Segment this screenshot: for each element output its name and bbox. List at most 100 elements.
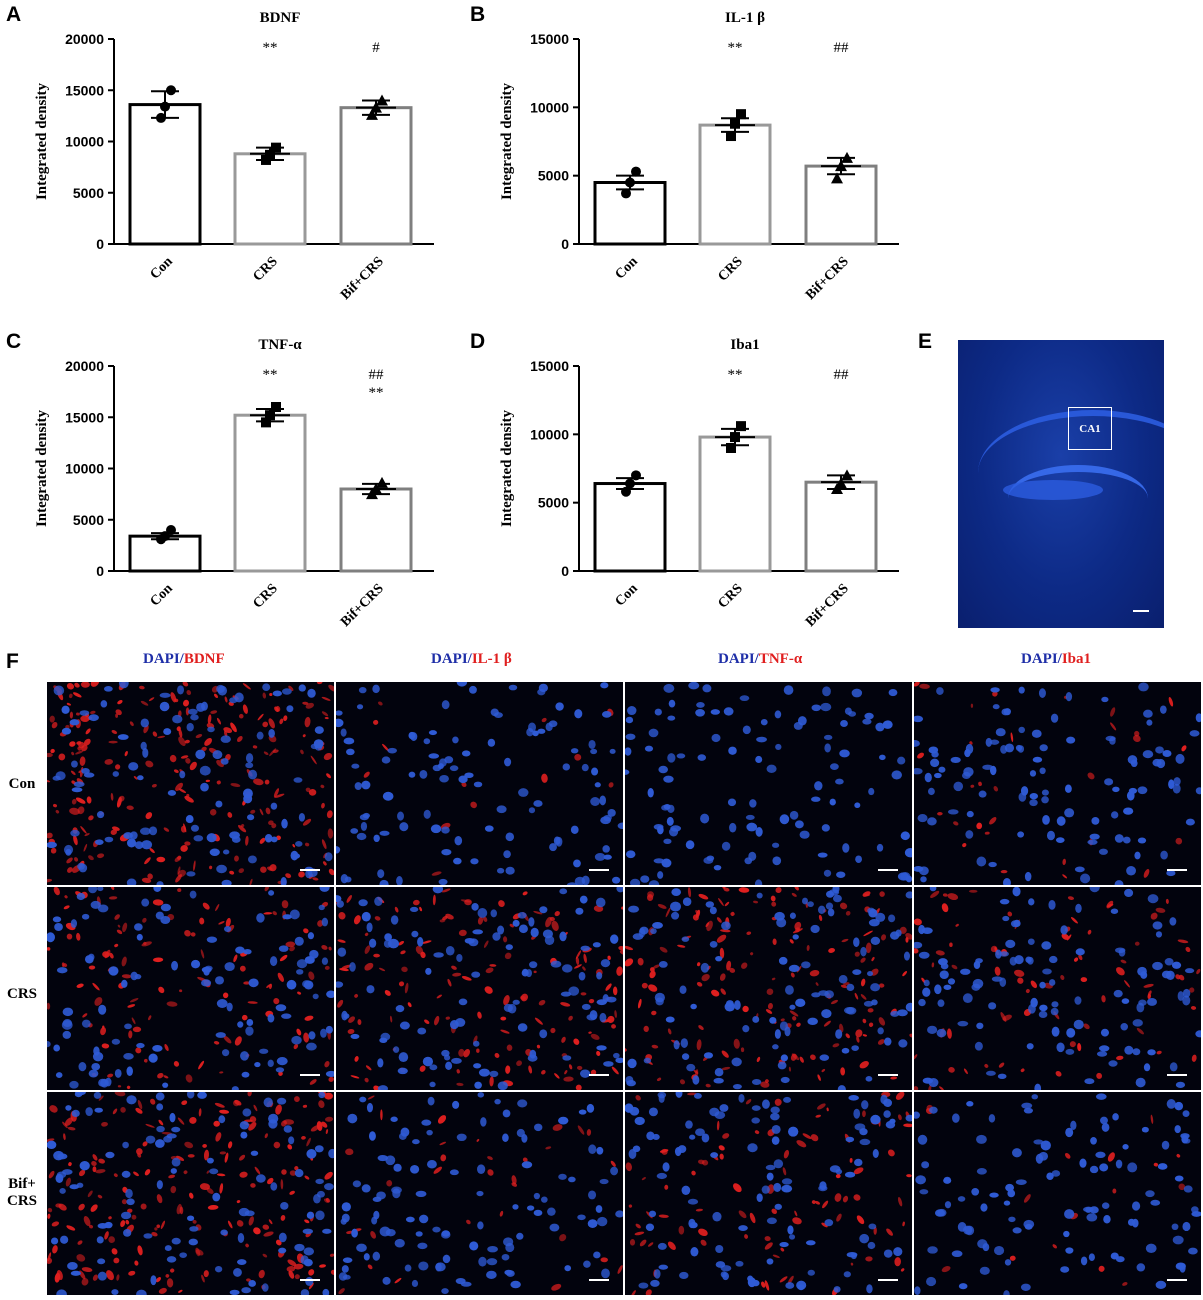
marker-signal bbox=[484, 986, 493, 994]
marker-signal bbox=[914, 1054, 918, 1060]
dapi-nucleus bbox=[1099, 1045, 1110, 1052]
dapi-nucleus bbox=[471, 902, 479, 911]
marker-signal bbox=[350, 1075, 360, 1079]
marker-signal bbox=[586, 1129, 592, 1136]
dapi-nucleus bbox=[772, 856, 782, 866]
dapi-nucleus bbox=[449, 1019, 459, 1030]
dapi-nucleus bbox=[657, 871, 664, 879]
data-point bbox=[625, 177, 635, 188]
marker-signal bbox=[789, 939, 794, 944]
dapi-nucleus bbox=[361, 780, 371, 790]
marker-signal bbox=[949, 942, 953, 948]
marker-signal bbox=[914, 948, 919, 954]
marker-signal bbox=[262, 1253, 268, 1258]
marker-signal bbox=[794, 887, 799, 891]
dapi-nucleus bbox=[254, 1061, 261, 1068]
dapi-nucleus bbox=[1003, 1290, 1010, 1295]
marker-signal bbox=[127, 1208, 133, 1213]
dapi-nucleus bbox=[1029, 799, 1038, 807]
dapi-nucleus bbox=[1108, 1060, 1118, 1067]
marker-signal bbox=[810, 1054, 816, 1060]
dapi-nucleus bbox=[385, 1155, 396, 1166]
marker-signal bbox=[533, 970, 537, 974]
data-point bbox=[160, 101, 170, 112]
dapi-nucleus bbox=[302, 1228, 314, 1235]
dapi-nucleus bbox=[555, 836, 563, 847]
marker-signal bbox=[764, 1242, 773, 1250]
marker-signal bbox=[649, 970, 656, 979]
marker-signal bbox=[125, 1219, 130, 1225]
dapi-nucleus bbox=[860, 946, 867, 957]
marker-signal bbox=[568, 1064, 573, 1070]
dapi-nucleus bbox=[1182, 1110, 1190, 1117]
marker-signal bbox=[862, 1110, 866, 1118]
marker-signal bbox=[145, 812, 153, 820]
marker-signal bbox=[765, 1079, 769, 1083]
dapi-nucleus bbox=[281, 1013, 292, 1019]
dapi-nucleus bbox=[137, 775, 144, 781]
marker-signal bbox=[247, 1001, 258, 1004]
dapi-nucleus bbox=[889, 1118, 896, 1124]
dapi-nucleus bbox=[166, 1256, 177, 1263]
dapi-nucleus bbox=[756, 736, 767, 743]
marker-signal bbox=[780, 1247, 785, 1252]
marker-signal bbox=[184, 1141, 194, 1149]
micrograph-tile bbox=[914, 1092, 1201, 1295]
dapi-nucleus bbox=[888, 914, 896, 923]
dapi-nucleus bbox=[686, 1063, 696, 1072]
dapi-nucleus bbox=[1079, 1158, 1087, 1168]
dapi-nucleus bbox=[493, 712, 503, 718]
dapi-nucleus bbox=[709, 1107, 720, 1117]
marker-signal bbox=[66, 1225, 76, 1231]
dapi-nucleus bbox=[1183, 1185, 1193, 1193]
dapi-nucleus bbox=[972, 978, 984, 989]
chart-title: TNF-α bbox=[258, 337, 302, 353]
dapi-nucleus bbox=[245, 762, 254, 769]
marker-signal bbox=[92, 1274, 98, 1281]
dapi-nucleus bbox=[868, 908, 878, 918]
scale-bar bbox=[300, 1074, 320, 1076]
dapi-nucleus bbox=[1169, 917, 1177, 926]
marker-signal bbox=[98, 1095, 104, 1101]
dapi-nucleus bbox=[356, 704, 364, 710]
dapi-nucleus bbox=[464, 772, 474, 779]
dapi-nucleus bbox=[665, 1016, 675, 1023]
marker-signal bbox=[219, 1071, 224, 1074]
dapi-nucleus bbox=[675, 1092, 683, 1098]
dapi-nucleus bbox=[1028, 898, 1035, 906]
dapi-nucleus bbox=[920, 876, 927, 883]
dapi-nucleus bbox=[778, 956, 788, 965]
dapi-nucleus bbox=[1123, 807, 1134, 815]
dapi-nucleus bbox=[788, 964, 800, 973]
dapi-nucleus bbox=[1070, 1120, 1077, 1130]
dapi-nucleus bbox=[1096, 1051, 1108, 1057]
dapi-nucleus bbox=[787, 1225, 794, 1235]
marker-signal bbox=[881, 934, 887, 941]
dapi-nucleus bbox=[755, 827, 763, 837]
dapi-nucleus bbox=[689, 1134, 696, 1140]
marker-signal bbox=[905, 932, 912, 940]
dapi-nucleus bbox=[472, 929, 484, 935]
marker-signal bbox=[141, 941, 152, 947]
marker-signal bbox=[78, 770, 82, 774]
marker-signal bbox=[86, 796, 92, 804]
marker-signal bbox=[112, 1108, 118, 1115]
dapi-nucleus bbox=[1018, 726, 1026, 734]
dapi-nucleus bbox=[976, 1022, 984, 1030]
dapi-nucleus bbox=[1095, 1093, 1107, 1100]
marker-signal bbox=[245, 835, 249, 846]
marker-signal bbox=[79, 1169, 86, 1177]
category-label: CRS bbox=[715, 581, 746, 612]
dapi-nucleus bbox=[702, 684, 712, 693]
marker-signal bbox=[568, 1015, 573, 1021]
marker-signal bbox=[679, 1079, 686, 1085]
dapi-nucleus bbox=[497, 925, 505, 935]
dapi-nucleus bbox=[240, 1051, 249, 1061]
dapi-nucleus bbox=[538, 683, 549, 693]
dapi-nucleus bbox=[903, 951, 911, 961]
dapi-nucleus bbox=[383, 939, 392, 948]
dapi-nucleus bbox=[469, 1241, 479, 1251]
marker-signal bbox=[129, 998, 139, 1003]
dapi-nucleus bbox=[919, 1189, 929, 1195]
data-point bbox=[376, 476, 388, 488]
